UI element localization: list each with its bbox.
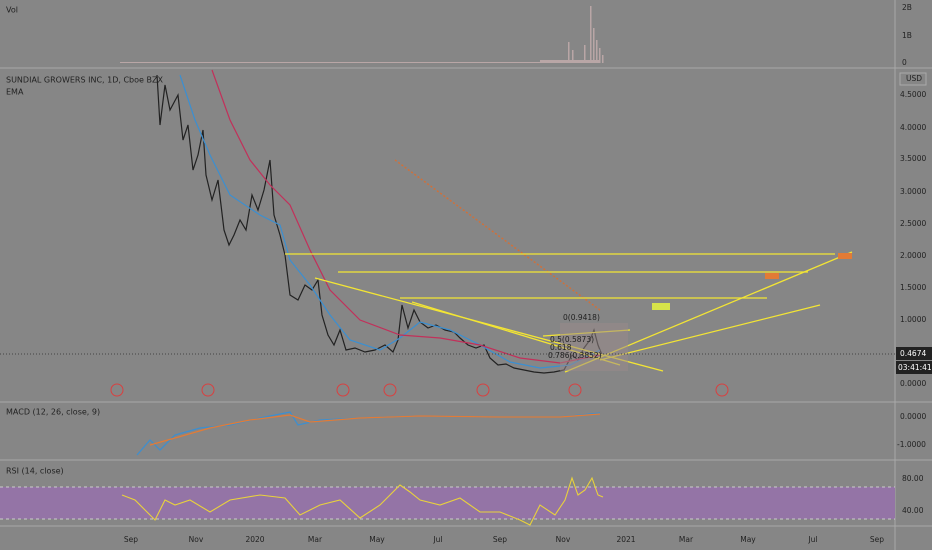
time-label: Nov [189,535,204,544]
time-label: May [369,535,385,544]
indicator-label: EMA [6,88,24,97]
axis-label: 2.0000 [900,251,926,260]
axis-label: 2.5000 [900,219,926,228]
ema-fast [179,74,601,369]
ema-slow [211,69,601,364]
pane-label: Vol [6,6,18,15]
axis-label: -1.0000 [897,440,926,449]
axis-label: 3.0000 [900,187,926,196]
time-label: May [740,535,756,544]
countdown: 03:41:41 [898,363,932,372]
time-label: Sep [493,535,507,544]
rsi-line [121,476,604,526]
earnings-markers [110,383,729,397]
fib-label: 0.786(0.3852) [548,351,602,360]
fib-label: 0.5(0.5873) [550,335,594,344]
price-candles [156,74,603,374]
fib-zone [560,323,628,371]
pane-label: MACD (12, 26, close, 9) [6,408,100,417]
target-box [838,253,852,259]
axis-label: 40.00 [902,506,924,515]
time-label: Sep [870,535,884,544]
currency-box[interactable] [899,72,927,86]
time-label: Mar [308,535,323,544]
axis-label: 4.0000 [900,123,926,132]
fib-label: 0(0.9418) [563,313,600,322]
time-label: 2020 [245,535,264,544]
time-label: Mar [679,535,694,544]
currency[interactable]: USD [906,74,922,83]
volume-bars [120,6,604,63]
target-box [765,273,779,279]
pane-label: RSI (14, close) [6,467,64,476]
axis-label: 3.5000 [900,154,926,163]
time-label: 2021 [616,535,635,544]
axis-label: 0.0000 [900,412,926,421]
target-box [652,303,670,310]
axis-label: 0.0000 [900,379,926,388]
time-label: Jul [807,535,817,544]
axis-label: 4.5000 [900,90,926,99]
fib-label: 0.618 [550,343,572,352]
axis-label: 80.00 [902,474,924,483]
time-label: Nov [556,535,571,544]
time-label: Sep [124,535,138,544]
last-price-badge [896,347,932,360]
price-axis: 4.5000 4.0000 3.5000 3.0000 2.5000 2.000… [900,90,926,388]
time-axis: Sep Nov 2020 Mar May Jul Sep Nov 2021 Mar May Jul Se… [124,535,884,544]
axis-label: 1B [902,31,912,40]
macd-signal [149,413,601,446]
last-price: 0.4674 [900,349,926,358]
axis-label: 1.0000 [900,315,926,324]
axis-label: 2B [902,3,912,12]
axis-label: 0 [902,58,907,67]
symbol-title: SUNDIAL GROWERS INC, 1D, Cboe BZX [6,76,163,85]
axis-label: 1.5000 [900,283,926,292]
rsi-band [0,487,895,519]
countdown-badge [896,361,932,374]
time-label: Jul [432,535,442,544]
